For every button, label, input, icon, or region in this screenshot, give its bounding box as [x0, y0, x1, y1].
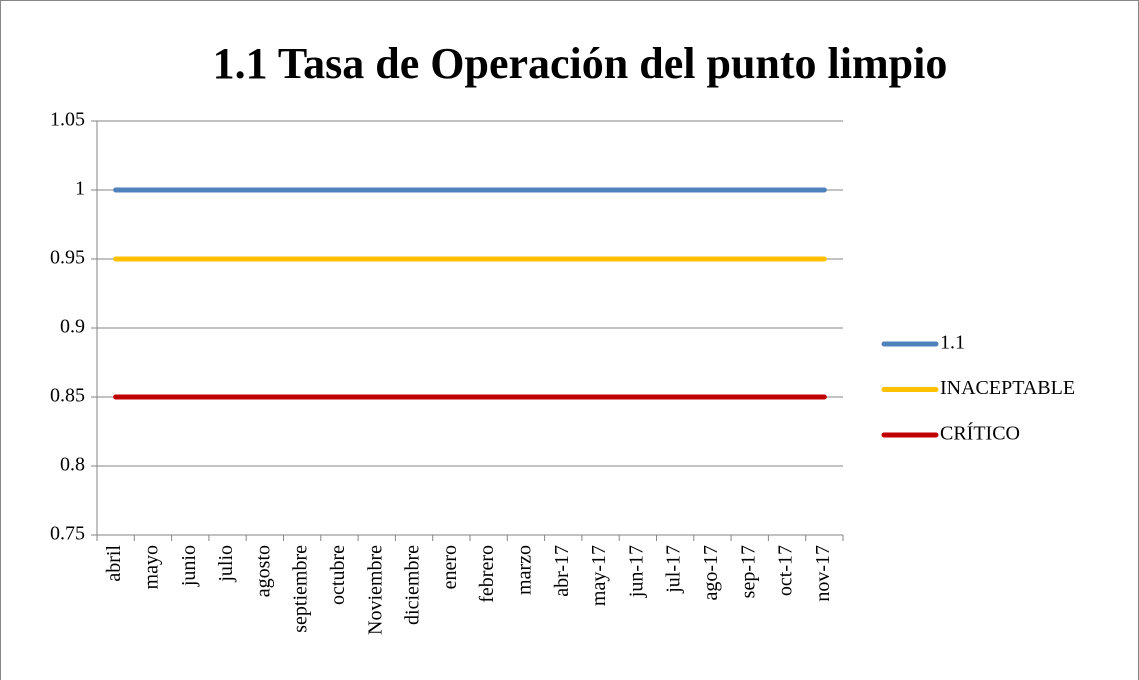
y-tick-label: 0.8 — [60, 454, 85, 476]
y-tick-label: 0.85 — [50, 385, 85, 407]
y-tick-label: 1 — [75, 178, 85, 200]
legend-label: INACEPTABLE — [940, 377, 1075, 399]
x-tick-label: septiembre — [290, 545, 312, 633]
x-tick-label: sep-17 — [737, 545, 759, 598]
chart-title: 1.1 Tasa de Operación del punto limpio — [213, 39, 948, 88]
x-tick-label: marzo — [514, 545, 536, 595]
x-tick-label: jun-17 — [625, 545, 647, 598]
x-tick-label: ago-17 — [700, 545, 722, 601]
x-tick-label: jul-17 — [663, 545, 685, 594]
x-tick-label: abr-17 — [551, 545, 573, 597]
x-tick-label: oct-17 — [775, 545, 797, 596]
x-tick-label: nov-17 — [812, 545, 834, 602]
x-tick-label: Noviembre — [364, 545, 386, 635]
x-tick-label: mayo — [141, 545, 163, 589]
x-tick-label: enero — [439, 545, 461, 589]
x-tick-label: febrero — [476, 545, 498, 603]
x-tick-label: octubre — [327, 545, 349, 605]
y-tick-label: 0.75 — [50, 523, 85, 545]
legend-label: 1.1 — [940, 332, 965, 354]
legend-label: CRÍTICO — [940, 422, 1020, 445]
x-tick-label: agosto — [252, 545, 274, 597]
x-tick-label: diciembre — [402, 545, 424, 625]
y-tick-label: 0.9 — [60, 316, 85, 338]
x-tick-label: junio — [178, 545, 200, 587]
y-tick-label: 0.95 — [50, 247, 85, 269]
x-tick-label: julio — [215, 545, 237, 583]
x-tick-label: abril — [103, 545, 125, 582]
y-tick-label: 1.05 — [50, 109, 85, 131]
x-tick-label: may-17 — [588, 545, 610, 606]
